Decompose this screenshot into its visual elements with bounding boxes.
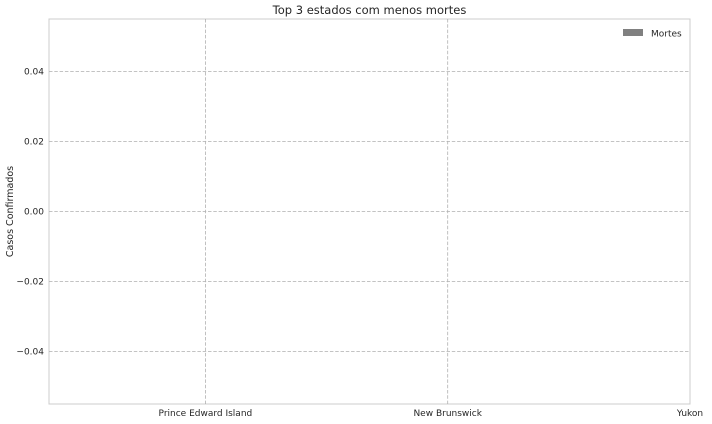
x-tick-label: Yukon — [676, 409, 703, 419]
x-axis-ticks: Prince Edward Island New Brunswick Yukon — [159, 409, 704, 419]
legend: Mortes — [623, 29, 682, 40]
y-tick-label: 0.04 — [24, 68, 44, 78]
y-axis-ticks: −0.04 −0.02 0.00 0.02 0.04 — [16, 68, 44, 358]
grid — [49, 19, 690, 404]
chart-title: Top 3 estados com menos mortes — [272, 3, 467, 17]
y-tick-label: 0.02 — [24, 138, 44, 148]
x-tick-label: New Brunswick — [413, 409, 482, 419]
x-tick-label: Prince Edward Island — [159, 409, 253, 419]
legend-swatch — [623, 29, 643, 36]
legend-label: Mortes — [651, 30, 682, 40]
y-tick-label: −0.02 — [16, 278, 44, 288]
y-axis-label: Casos Confirmados — [5, 166, 16, 257]
y-tick-label: −0.04 — [16, 348, 44, 358]
y-tick-label: 0.00 — [24, 208, 44, 218]
